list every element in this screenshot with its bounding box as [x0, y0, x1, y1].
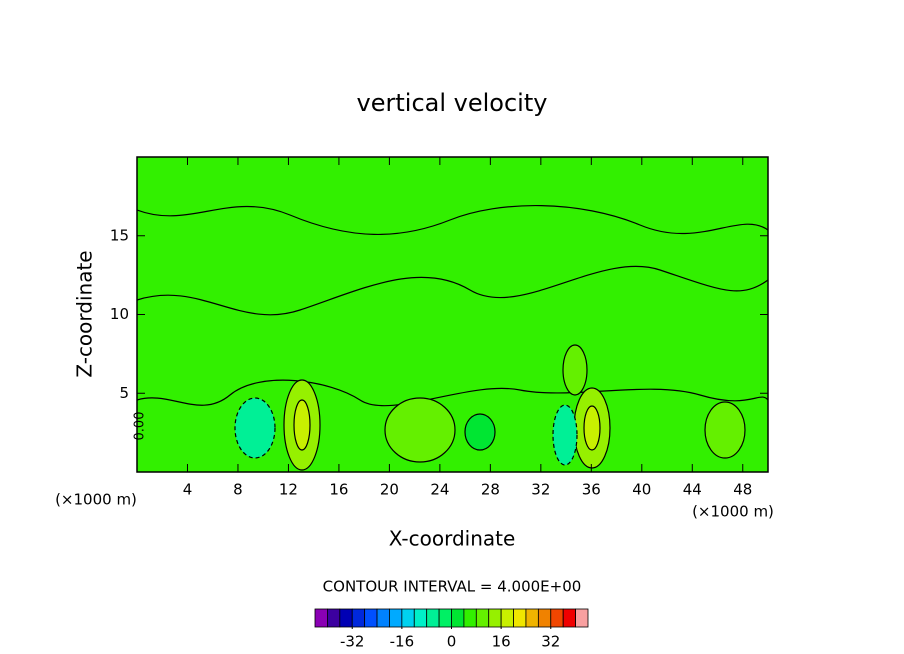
x-unit: (×1000 m): [692, 503, 774, 521]
colorbar-box: [451, 608, 465, 628]
colorbar-box: [550, 608, 564, 628]
x-tick-label: 20: [380, 481, 399, 499]
colorbar-tick-label: -32: [340, 633, 365, 651]
y-axis-label: Z-coordinate: [73, 250, 97, 377]
x-tick-label: 32: [531, 481, 550, 499]
colorbar-box: [525, 608, 539, 628]
colorbar-box: [438, 608, 452, 628]
y-tick-label: 5: [119, 384, 129, 402]
colorbar-box: [364, 608, 378, 628]
colorbar-box: [314, 608, 328, 628]
x-tick-label: 4: [183, 481, 193, 499]
contour-region: [552, 404, 578, 466]
colorbar-box: [351, 608, 366, 628]
colorbar-box: [500, 608, 514, 628]
contour-label: 0.00: [133, 412, 148, 441]
x-tick-label: 12: [279, 481, 298, 499]
contour-line: [137, 265, 768, 316]
contour-field: [137, 204, 768, 471]
colorbar-box: [513, 608, 527, 628]
colorbar-box: [575, 608, 589, 628]
colorbar-box: [339, 608, 353, 628]
contour-region: [384, 397, 456, 463]
colorbar-box: [327, 608, 341, 628]
x-tick-label: 8: [233, 481, 243, 499]
contour-region: [464, 413, 496, 451]
x-tick-label: 44: [683, 481, 702, 499]
x-tick-label: 24: [430, 481, 449, 499]
contour-line: [137, 204, 768, 236]
colorbar-box: [562, 608, 576, 628]
colorbar-box: [475, 608, 490, 628]
contour-region: [293, 399, 311, 451]
contour-region: [583, 405, 601, 451]
colorbar-tick-label: 16: [492, 633, 511, 651]
y-unit: (×1000 m): [55, 491, 137, 509]
y-tick-label: 15: [110, 226, 129, 244]
colorbar-box: [413, 608, 428, 628]
x-tick-label: 28: [481, 481, 500, 499]
contour-region: [562, 344, 588, 396]
colorbar-box: [426, 608, 440, 628]
colorbar-tick-label: 0: [447, 633, 457, 651]
contour-region: [704, 401, 746, 459]
y-tick-label: 10: [110, 305, 129, 323]
contour-region: [234, 397, 276, 459]
colorbar-box: [463, 608, 477, 628]
contour-interval: CONTOUR INTERVAL = 4.000E+00: [323, 578, 582, 596]
colorbar-box: [488, 608, 502, 628]
chart-title: vertical velocity: [357, 89, 548, 117]
colorbar-box: [537, 608, 552, 628]
colorbar-box: [376, 608, 390, 628]
colorbar-tick-label: -16: [390, 633, 415, 651]
x-tick-label: 16: [329, 481, 348, 499]
contour-line: [137, 379, 768, 407]
x-tick-label: 40: [632, 481, 651, 499]
colorbar-tick-label: 32: [541, 633, 560, 651]
x-axis-label: X-coordinate: [389, 527, 516, 551]
x-tick-label: 48: [733, 481, 752, 499]
colorbar-box: [401, 608, 415, 628]
x-tick-label: 36: [582, 481, 601, 499]
colorbar-box: [389, 608, 403, 628]
